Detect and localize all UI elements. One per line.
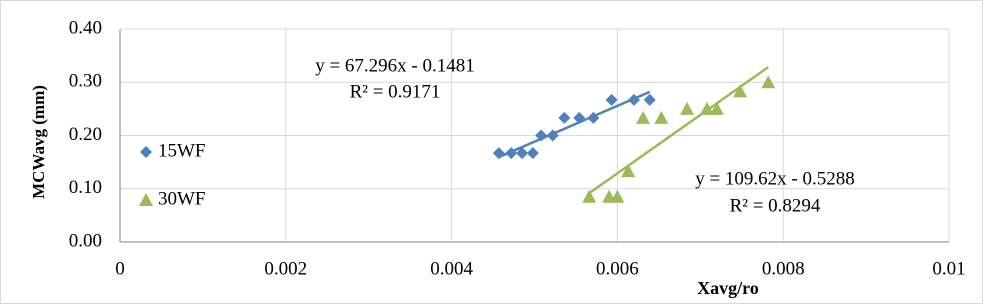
x-tick-label: 0.01 [932, 258, 965, 279]
data-point [699, 101, 714, 115]
trendline-r2: R² = 0.8294 [730, 195, 821, 216]
data-point [516, 147, 529, 160]
legend-label: 30WF [158, 188, 206, 209]
y-tick-label: 0.00 [69, 230, 102, 251]
data-point [587, 111, 600, 124]
x-tick-label: 0.004 [430, 258, 473, 279]
x-tick-label: 0.006 [596, 258, 639, 279]
data-point [636, 110, 651, 124]
legend-label: 15WF [158, 140, 206, 161]
x-tick-label: 0.002 [264, 258, 307, 279]
data-point [492, 147, 505, 160]
data-point [627, 93, 640, 106]
trendline-r2: R² = 0.9171 [350, 81, 441, 102]
trendline [498, 90, 651, 159]
data-point [761, 75, 776, 89]
data-point [582, 189, 597, 203]
legend-marker [139, 193, 153, 206]
data-point [573, 111, 586, 124]
data-point [535, 129, 548, 142]
y-tick-label: 0.30 [69, 71, 102, 92]
trendline-equation: y = 67.296x - 0.1481 [315, 55, 475, 76]
y-tick-label: 0.20 [69, 124, 102, 145]
trendline-equation: y = 109.62x - 0.5288 [695, 168, 855, 189]
data-point [558, 111, 571, 124]
x-tick-label: 0.008 [762, 258, 805, 279]
data-point [610, 189, 625, 203]
data-point [505, 147, 518, 160]
data-point [605, 93, 618, 106]
y-tick-label: 0.10 [69, 177, 102, 198]
y-axis-title: MCWavg (mm) [29, 85, 48, 199]
data-point [526, 147, 539, 160]
data-point [621, 164, 636, 178]
data-point [680, 101, 695, 115]
data-point [709, 101, 724, 115]
legend-marker [140, 146, 152, 158]
data-point [733, 84, 748, 98]
x-tick-label: 0 [115, 258, 125, 279]
x-axis-title: Xavg/ro [697, 278, 759, 298]
data-point [643, 93, 656, 106]
data-point [654, 110, 669, 124]
data-point [546, 129, 559, 142]
y-tick-label: 0.40 [69, 17, 102, 38]
